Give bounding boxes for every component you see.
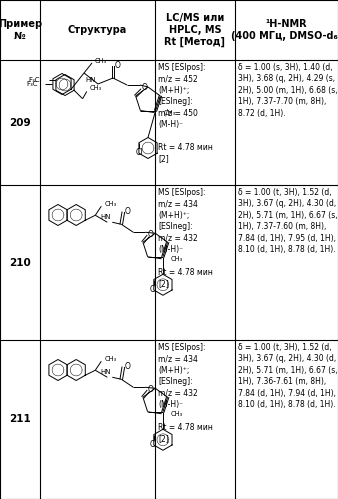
Text: CH₃: CH₃ (104, 356, 116, 362)
Text: F₃C: F₃C (26, 81, 38, 87)
Text: δ = 1.00 (t, 3H), 1.52 (d,
3H), 3.67 (q, 2H), 4.30 (d,
2H), 5.71 (m, 1H), 6.67 (: δ = 1.00 (t, 3H), 1.52 (d, 3H), 3.67 (q,… (238, 343, 338, 409)
Text: 211: 211 (9, 415, 31, 425)
Text: 209: 209 (9, 117, 31, 128)
Text: O: O (148, 385, 154, 394)
Text: Структура: Структура (68, 25, 127, 35)
Text: CH₃: CH₃ (163, 109, 175, 115)
Text: MS [ESIpos]:
m/z = 452
(M+H)⁺;
[ESIneg]:
m/z = 450
(M-H)⁻

Rt = 4.78 мин
[2]: MS [ESIpos]: m/z = 452 (M+H)⁺; [ESIneg]:… (158, 63, 213, 164)
Text: ¹H-NMR
(400 МГц, DMSO-d₆): ¹H-NMR (400 МГц, DMSO-d₆) (231, 19, 338, 41)
Text: MS [ESIpos]:
m/z = 434
(M+H)⁺;
[ESIneg]:
m/z = 432
(M-H)⁻

Rt = 4.78 мин
[2]: MS [ESIpos]: m/z = 434 (M+H)⁺; [ESIneg]:… (158, 343, 213, 444)
Text: Cl: Cl (150, 440, 158, 449)
Text: MS [ESIpos]:
m/z = 434
(M+H)⁺;
[ESIneg]:
m/z = 432
(M-H)⁻

Rt = 4.78 мин
[2]: MS [ESIpos]: m/z = 434 (M+H)⁺; [ESIneg]:… (158, 188, 213, 288)
Text: δ = 1.00 (t, 3H), 1.52 (d,
3H), 3.67 (q, 2H), 4.30 (d,
2H), 5.71 (m, 1H), 6.67 (: δ = 1.00 (t, 3H), 1.52 (d, 3H), 3.67 (q,… (238, 188, 338, 254)
Text: O: O (124, 207, 130, 216)
Text: O: O (142, 83, 148, 92)
Text: CH₃: CH₃ (95, 58, 107, 64)
Text: 210: 210 (9, 257, 31, 267)
Text: LC/MS или
HPLC, MS
Rt [Метод]: LC/MS или HPLC, MS Rt [Метод] (165, 13, 225, 47)
Text: Cl: Cl (135, 148, 143, 157)
Text: O: O (115, 60, 121, 69)
Text: CH₃: CH₃ (90, 85, 102, 91)
Text: O: O (124, 362, 130, 371)
Text: δ = 1.00 (s, 3H), 1.40 (d,
3H), 3.68 (q, 2H), 4.29 (s,
2H), 5.00 (m, 1H), 6.68 (: δ = 1.00 (s, 3H), 1.40 (d, 3H), 3.68 (q,… (238, 63, 338, 118)
Text: CH₃: CH₃ (171, 256, 183, 262)
Text: CH₃: CH₃ (104, 201, 116, 207)
Text: CH₃: CH₃ (171, 411, 183, 417)
Text: HN: HN (86, 77, 96, 83)
Text: HN: HN (100, 214, 111, 220)
Text: Пример
№: Пример № (0, 19, 42, 41)
Text: F₃C: F₃C (28, 77, 40, 83)
Text: Cl: Cl (150, 285, 158, 294)
Text: O: O (148, 230, 154, 239)
Text: HN: HN (100, 369, 111, 375)
